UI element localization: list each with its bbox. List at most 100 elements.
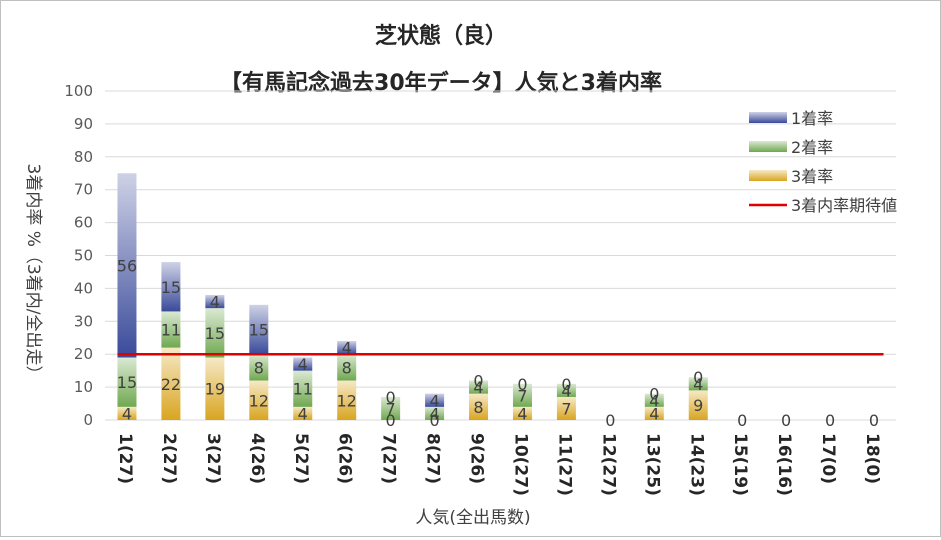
legend-label: 1着率: [791, 109, 833, 128]
bar-segment: [205, 357, 225, 420]
bar-segment: [469, 380, 489, 394]
data-label: 15: [161, 278, 181, 297]
chart-subtitle: 【有馬記念過去30年データ】人気と3着内率: [220, 70, 662, 96]
legend: 1着率 2着率 3着率 3着内率期待値: [749, 109, 897, 215]
y-tick-label: 0: [83, 411, 93, 429]
data-label: 56: [117, 256, 137, 275]
y-axis-title: 3着内率 %（3着内/全出走）: [23, 164, 43, 383]
data-label: 4: [122, 404, 132, 423]
legend-label: 2着率: [791, 138, 833, 157]
x-tick-label: 3(27): [203, 433, 223, 484]
bar-segment: [644, 393, 664, 407]
x-tick-label: 14(23): [686, 433, 706, 496]
bar-segment: [556, 396, 576, 420]
bars: [117, 173, 708, 420]
data-label: 8: [254, 358, 264, 377]
bar-segment: [293, 357, 313, 371]
x-tick-label: 7(27): [379, 433, 399, 484]
data-label: 7: [517, 386, 527, 405]
bar-segment: [249, 380, 269, 420]
data-label: 19: [205, 380, 225, 399]
y-tick-label: 30: [74, 312, 93, 330]
bar-segment: [293, 370, 313, 407]
x-tick-label: 11(27): [554, 433, 574, 496]
data-label: 7: [561, 399, 571, 418]
y-tick-label: 60: [74, 214, 93, 232]
x-tick-label: 13(25): [642, 433, 662, 496]
data-label: 0: [473, 372, 483, 391]
data-label: 0: [386, 411, 396, 430]
x-axis-title: 人気(全出馬数): [415, 508, 530, 528]
data-label: 4: [298, 355, 308, 374]
data-label: 4: [210, 293, 220, 312]
x-tick-label: 1(27): [115, 433, 135, 484]
x-tick-label: 12(27): [598, 433, 618, 496]
y-tick-label: 50: [74, 247, 93, 265]
data-label: 7: [386, 399, 396, 418]
bar-segment: [117, 357, 137, 407]
legend-label: 3着内率期待値: [791, 196, 897, 215]
x-tick-label: 6(26): [335, 433, 355, 484]
bar-segment: [249, 354, 269, 381]
y-tick-label: 10: [74, 378, 93, 396]
data-label: 12: [249, 391, 269, 410]
bar-segment: [688, 390, 708, 420]
bar-segment: [512, 383, 532, 407]
data-label: 4: [342, 339, 352, 358]
data-label: 4: [693, 375, 703, 394]
data-label: 11: [293, 380, 313, 399]
data-label: 4: [649, 391, 659, 410]
legend-swatch: [749, 141, 787, 152]
bar-segment: [337, 354, 357, 381]
data-label: 0: [386, 388, 396, 407]
bar-segment: [644, 406, 664, 420]
data-label: 0: [517, 375, 527, 394]
x-tick-label: 15(19): [730, 433, 750, 496]
data-label: 15: [205, 324, 225, 343]
y-tick-label: 80: [74, 148, 93, 166]
data-label: 12: [337, 391, 357, 410]
bar-segment: [205, 308, 225, 358]
y-tick-label: 20: [74, 345, 93, 363]
legend-swatch: [749, 170, 787, 181]
x-tick-label: 4(26): [247, 433, 267, 484]
data-label: 0: [429, 411, 439, 430]
x-tick-label: 10(27): [510, 433, 530, 496]
data-label: 4: [649, 404, 659, 423]
legend-swatch: [749, 112, 787, 123]
y-axis-ticks: 0 10 20 30 40 50 60 70 80 90 100: [64, 82, 93, 429]
x-tick-label: 2(27): [159, 433, 179, 484]
bar-segment: [469, 393, 489, 420]
data-label: 8: [342, 358, 352, 377]
x-tick-label: 18(0): [862, 433, 882, 484]
bar-segment: [337, 380, 357, 420]
data-label: 0: [561, 375, 571, 394]
data-label: 0: [781, 411, 791, 430]
data-label: 4: [517, 404, 527, 423]
chart-title: 芝状態（良）: [375, 23, 507, 49]
bar-segment: [556, 383, 576, 397]
x-axis-ticks: 1(27) 2(27) 3(27) 4(26) 5(27) 6(26) 7(27) 8(27)…: [115, 433, 882, 496]
bar-segment: [117, 173, 137, 358]
bar-segment: [117, 406, 137, 420]
x-tick-label: 5(27): [291, 433, 311, 484]
bar-segment: [205, 294, 225, 309]
data-label: 0: [605, 411, 615, 430]
y-tick-label: 40: [74, 279, 93, 297]
y-tick-label: 100: [64, 82, 93, 100]
data-label: 8: [473, 398, 483, 417]
data-label: 0: [737, 411, 747, 430]
bar-segment: [425, 406, 445, 420]
data-label: 4: [473, 378, 483, 397]
data-label: 0: [825, 411, 835, 430]
bar-segment: [161, 347, 181, 420]
bar-segment: [337, 341, 357, 355]
y-tick-label: 90: [74, 115, 93, 133]
data-label: 0: [693, 368, 703, 387]
x-tick-label: 9(26): [467, 433, 487, 484]
data-label: 15: [117, 373, 137, 392]
data-label: 0: [649, 385, 659, 404]
x-tick-label: 16(16): [774, 433, 794, 496]
